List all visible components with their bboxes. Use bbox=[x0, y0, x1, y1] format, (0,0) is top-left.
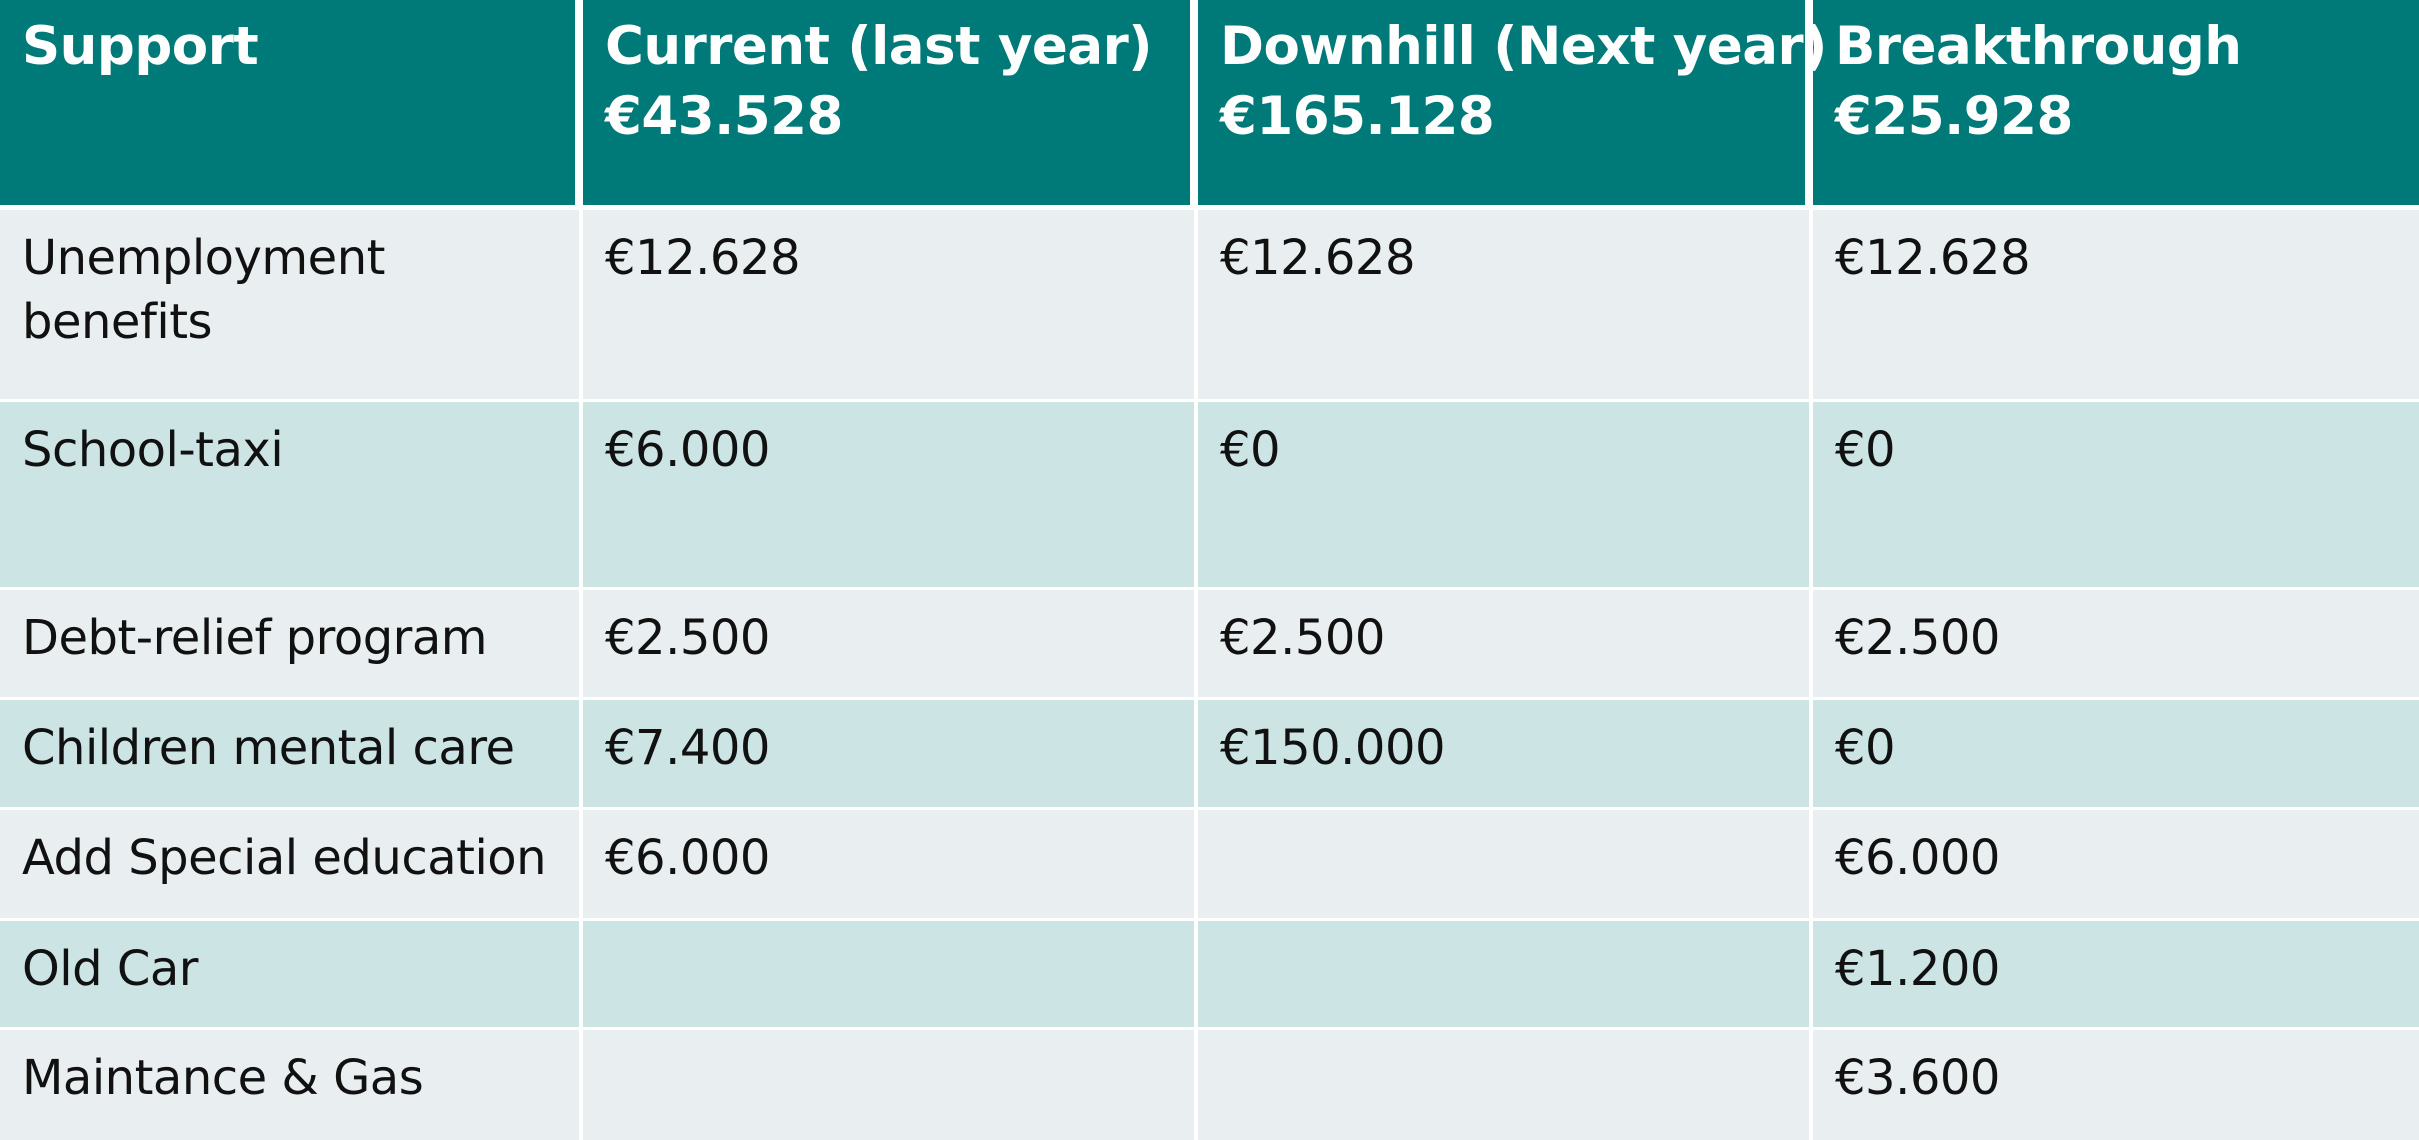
table-header: Support Current (last year) €43.528 Down… bbox=[0, 0, 2419, 210]
downhill-value: €2.500 bbox=[1198, 590, 1813, 700]
current-value: €2.500 bbox=[583, 590, 1198, 700]
breakthrough-value: €6.000 bbox=[1813, 810, 2419, 921]
downhill-value: €0 bbox=[1198, 402, 1813, 590]
table-body: Unemployment benefits €12.628 €12.628 €1… bbox=[0, 210, 2419, 1140]
table-row: Debt-relief program €2.500 €2.500 €2.500 bbox=[0, 590, 2419, 700]
table-row: School-taxi €6.000 €0 €0 bbox=[0, 402, 2419, 590]
current-value: €7.400 bbox=[583, 700, 1198, 810]
row-label: Debt-relief program bbox=[0, 590, 583, 700]
breakthrough-value: €12.628 bbox=[1813, 210, 2419, 402]
header-downhill-title: Downhill (Next year) bbox=[1220, 16, 1827, 77]
breakthrough-value: €3.600 bbox=[1813, 1030, 2419, 1140]
breakthrough-value: €0 bbox=[1813, 700, 2419, 810]
header-breakthrough: Breakthrough €25.928 bbox=[1813, 0, 2419, 210]
table-row: Unemployment benefits €12.628 €12.628 €1… bbox=[0, 210, 2419, 402]
breakthrough-value: €1.200 bbox=[1813, 921, 2419, 1030]
header-breakthrough-total: €25.928 bbox=[1835, 86, 2073, 147]
header-current-title: Current (last year) bbox=[605, 16, 1152, 77]
header-breakthrough-title: Breakthrough bbox=[1835, 16, 2242, 77]
header-support-label: Support bbox=[22, 16, 259, 77]
header-downhill-total: €165.128 bbox=[1220, 86, 1495, 147]
header-current: Current (last year) €43.528 bbox=[583, 0, 1198, 210]
row-label: Unemployment benefits bbox=[0, 210, 583, 402]
row-label: Maintance & Gas bbox=[0, 1030, 583, 1140]
breakthrough-value: €0 bbox=[1813, 402, 2419, 590]
current-value bbox=[583, 1030, 1198, 1140]
table-row: Children mental care €7.400 €150.000 €0 bbox=[0, 700, 2419, 810]
current-value: €6.000 bbox=[583, 810, 1198, 921]
current-value: €12.628 bbox=[583, 210, 1198, 402]
table-row: Old Car €1.200 bbox=[0, 921, 2419, 1030]
downhill-value bbox=[1198, 921, 1813, 1030]
table-row: Add Special education €6.000 €6.000 bbox=[0, 810, 2419, 921]
breakthrough-value: €2.500 bbox=[1813, 590, 2419, 700]
header-support: Support bbox=[0, 0, 583, 210]
downhill-value: €150.000 bbox=[1198, 700, 1813, 810]
header-row: Support Current (last year) €43.528 Down… bbox=[0, 0, 2419, 210]
current-value bbox=[583, 921, 1198, 1030]
current-value: €6.000 bbox=[583, 402, 1198, 590]
row-label: Children mental care bbox=[0, 700, 583, 810]
downhill-value bbox=[1198, 1030, 1813, 1140]
header-current-total: €43.528 bbox=[605, 86, 843, 147]
header-downhill: Downhill (Next year) €165.128 bbox=[1198, 0, 1827, 210]
row-label: Old Car bbox=[0, 921, 583, 1030]
table-row: Maintance & Gas €3.600 bbox=[0, 1030, 2419, 1140]
row-label: Add Special education bbox=[0, 810, 583, 921]
row-label: School-taxi bbox=[0, 402, 583, 590]
downhill-value bbox=[1198, 810, 1813, 921]
downhill-value: €12.628 bbox=[1198, 210, 1813, 402]
